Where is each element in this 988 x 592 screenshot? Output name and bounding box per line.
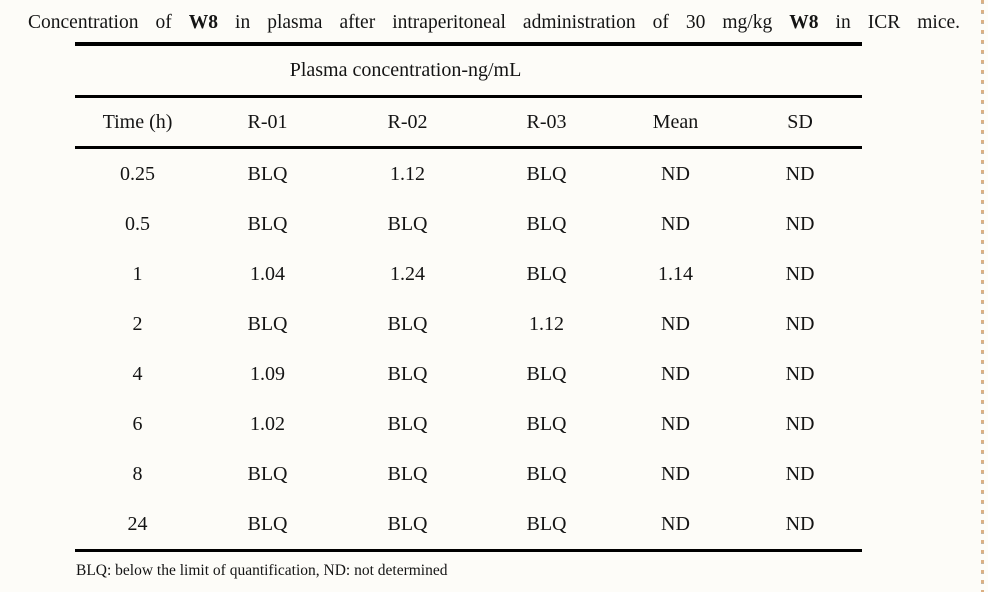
table-body: 0.25 BLQ 1.12 BLQ ND ND 0.5 BLQ BLQ BLQ ND ND 1 1.04 1…: [75, 148, 863, 552]
column-header-row: Time (h) R-01 R-02 R-03 Mean SD: [75, 96, 863, 149]
caption-compound-name: W8: [188, 12, 219, 33]
table-cell: ND: [613, 499, 738, 552]
column-header-sd: SD: [738, 96, 863, 149]
column-header-time: Time (h): [75, 96, 200, 149]
table-caption: Concentration of W8 in plasma after intr…: [28, 9, 960, 36]
table-cell: BLQ: [526, 262, 567, 285]
caption-segment: in ICR mice.: [818, 12, 961, 33]
group-header: Plasma concentration-ng/mL: [75, 44, 863, 98]
table-cell: 2: [132, 312, 143, 335]
table-cell: ND: [785, 212, 815, 235]
column-header-r01: R-01: [200, 96, 335, 149]
table-cell: 8: [132, 462, 143, 485]
table-cell: ND: [785, 312, 815, 335]
table-cell: 1: [132, 262, 143, 285]
group-header-row: Plasma concentration-ng/mL: [75, 44, 863, 98]
table-cell: ND: [785, 362, 815, 385]
table-cell: 1.09: [250, 362, 285, 385]
table-cell: BLQ: [387, 212, 428, 235]
table-row: 1 1.04 1.24 BLQ 1.14 ND: [75, 249, 862, 299]
table-cell: BLQ: [387, 312, 428, 335]
table-cell: 0.5: [125, 212, 150, 235]
table-cell: BLQ: [335, 499, 480, 552]
table-cell: BLQ: [387, 362, 428, 385]
table-cell: 4: [132, 362, 143, 385]
caption-segment: Concentration of: [28, 12, 189, 33]
caption-compound-name: W8: [789, 12, 819, 33]
table-cell: ND: [785, 412, 815, 435]
table-cell: BLQ: [526, 212, 567, 235]
table-cell: ND: [661, 412, 690, 435]
table-cell: ND: [785, 262, 815, 285]
table-cell: 1.12: [529, 312, 564, 335]
table-cell: ND: [661, 162, 690, 185]
table-cell: BLQ: [526, 462, 567, 485]
page-edge-dashed-border: [981, 0, 984, 592]
table-row: 6 1.02 BLQ BLQ ND ND: [75, 399, 862, 449]
column-header-mean: Mean: [613, 96, 738, 149]
table-footnote: BLQ: below the limit of quantification, …: [76, 562, 448, 579]
column-header-r03: R-03: [480, 96, 613, 149]
table-cell: ND: [661, 212, 690, 235]
table-cell: 1.14: [658, 262, 693, 285]
table-cell: BLQ: [247, 312, 288, 335]
table-cell: BLQ: [200, 499, 335, 552]
table-row: 24 BLQ BLQ BLQ ND ND: [75, 499, 863, 552]
table-cell: 0.25: [120, 162, 155, 185]
table-cell: ND: [738, 499, 863, 552]
plasma-concentration-table: Plasma concentration-ng/mL Time (h) R-01…: [75, 42, 863, 552]
table-cell: 6: [132, 412, 143, 435]
table-cell: ND: [661, 312, 690, 335]
table-row: 8 BLQ BLQ BLQ ND ND: [75, 449, 862, 499]
table-cell: ND: [661, 462, 690, 485]
table-cell: BLQ: [526, 162, 567, 185]
table-cell: ND: [785, 462, 815, 485]
table-cell: BLQ: [387, 462, 428, 485]
table-row: 0.5 BLQ BLQ BLQ ND ND: [75, 199, 862, 249]
table-cell: ND: [661, 362, 690, 385]
table-cell: BLQ: [526, 412, 567, 435]
table-cell: ND: [785, 162, 815, 185]
table-cell: BLQ: [247, 212, 288, 235]
table-cell: 1.24: [390, 262, 425, 285]
table-cell: 1.04: [250, 262, 285, 285]
table-cell: BLQ: [247, 162, 288, 185]
table-cell: 1.12: [390, 162, 425, 185]
table-cell: BLQ: [480, 499, 613, 552]
column-header-r02: R-02: [335, 96, 480, 149]
table-cell: BLQ: [387, 412, 428, 435]
table-row: 4 1.09 BLQ BLQ ND ND: [75, 349, 862, 399]
table-row: 0.25 BLQ 1.12 BLQ ND ND: [75, 148, 862, 200]
table-cell: BLQ: [526, 362, 567, 385]
table-cell: 24: [75, 499, 200, 552]
table-row: 2 BLQ BLQ 1.12 ND ND: [75, 299, 862, 349]
table-cell: BLQ: [247, 462, 288, 485]
caption-segment: in plasma after intraperitoneal administ…: [218, 12, 790, 33]
table-cell: 1.02: [250, 412, 285, 435]
